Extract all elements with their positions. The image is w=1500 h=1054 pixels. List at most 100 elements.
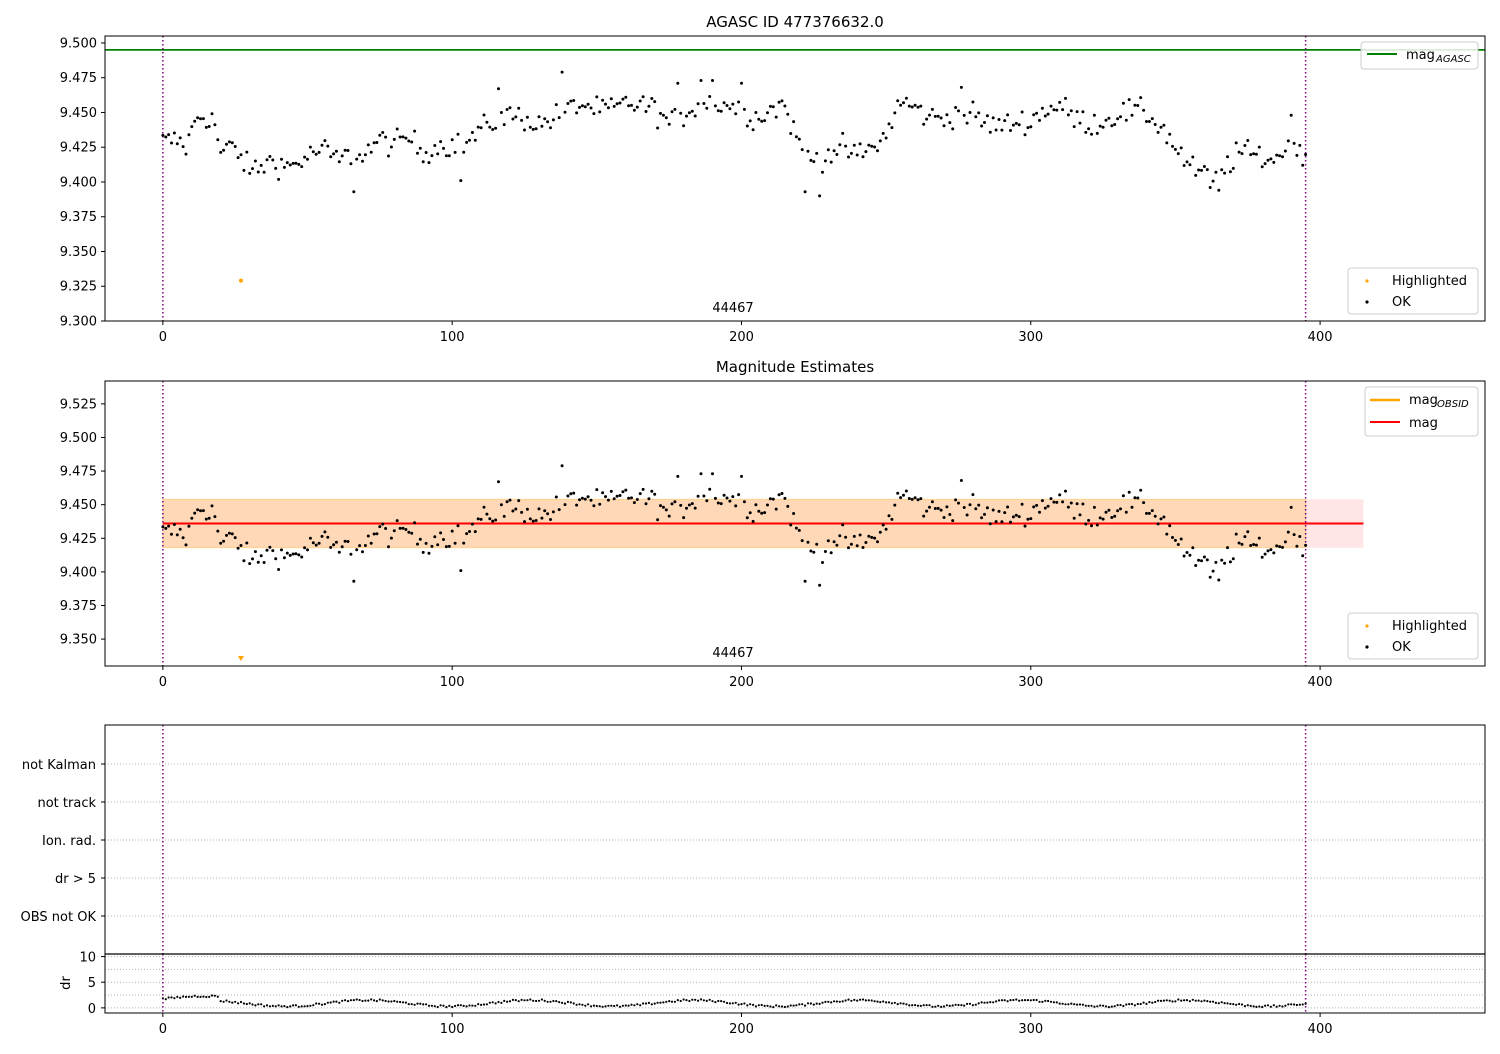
ok-point-1 xyxy=(612,497,616,501)
ok-point-0 xyxy=(332,152,336,156)
dr-point xyxy=(199,995,202,999)
dr-point xyxy=(254,1004,257,1007)
dr-point xyxy=(824,1000,827,1004)
dr-point xyxy=(971,1004,975,1007)
dr-point xyxy=(384,999,387,1003)
y-tick-label-3: 5 xyxy=(88,976,96,991)
dr-point xyxy=(809,1002,813,1005)
ok-point-1 xyxy=(447,544,451,548)
ok-point-1 xyxy=(280,548,283,552)
dr-point xyxy=(480,1003,483,1007)
ok-point-0 xyxy=(994,128,998,132)
ok-point-0 xyxy=(1032,113,1036,117)
ok-point-1 xyxy=(899,496,903,500)
ok-point-0 xyxy=(430,154,434,158)
ok-point-0 xyxy=(1182,164,1186,167)
ok-point-1 xyxy=(352,579,356,583)
dr-point xyxy=(760,1003,763,1007)
dr-point xyxy=(1165,999,1168,1002)
dr-point xyxy=(1252,1005,1255,1008)
ok-point-0 xyxy=(780,99,784,103)
ok-point-1 xyxy=(1136,496,1140,500)
ok-point-0 xyxy=(520,118,524,122)
y-tick-label-0: 9.475 xyxy=(60,71,97,86)
ok-point-1 xyxy=(1281,545,1284,549)
ok-point-0 xyxy=(939,116,943,120)
ok-point-1 xyxy=(499,503,503,507)
ok-point-0 xyxy=(297,162,301,166)
ok-point-0 xyxy=(453,150,457,154)
dr-point xyxy=(1258,1005,1261,1008)
ok-point-1 xyxy=(1295,544,1299,548)
ok-point-0 xyxy=(259,163,263,167)
dr-point xyxy=(821,1001,824,1004)
ok-point-1 xyxy=(473,530,477,534)
ok-point-0 xyxy=(1171,144,1174,148)
ok-point-1 xyxy=(968,503,972,507)
dr-point xyxy=(743,1002,746,1005)
ok-point-0 xyxy=(1269,157,1273,161)
ok-point-1 xyxy=(745,516,749,520)
dr-point xyxy=(937,1004,940,1007)
ok-point-1 xyxy=(227,531,231,535)
dr-point xyxy=(919,1004,922,1008)
ok-point-0 xyxy=(459,179,463,183)
ok-point-0 xyxy=(771,105,775,109)
dr-point xyxy=(1293,1003,1296,1006)
ok-point-1 xyxy=(1200,559,1203,563)
y-tick-label-0: 9.400 xyxy=(60,175,97,190)
ok-point-0 xyxy=(294,161,298,165)
ok-point-0 xyxy=(308,145,312,149)
ok-point-1 xyxy=(618,494,622,497)
ok-point-0 xyxy=(557,116,561,120)
ok-point-0 xyxy=(884,136,888,140)
dr-point xyxy=(578,1003,581,1006)
ok-point-0 xyxy=(624,95,628,99)
ok-point-0 xyxy=(199,117,202,121)
ok-point-1 xyxy=(632,501,636,505)
ok-point-0 xyxy=(320,143,324,147)
dr-point xyxy=(1133,1004,1136,1007)
dr-point xyxy=(346,1000,350,1003)
ok-point-1 xyxy=(502,514,506,518)
ok-point-0 xyxy=(389,145,393,149)
dr-point xyxy=(1139,1002,1142,1006)
dr-point xyxy=(957,1003,960,1007)
ok-point-0 xyxy=(638,99,642,103)
dr-point xyxy=(338,1001,341,1004)
dr-point xyxy=(1278,1004,1281,1007)
dr-point xyxy=(289,1005,292,1008)
ok-point-1 xyxy=(167,524,171,528)
x-tick-label-3: 300 xyxy=(1018,1022,1043,1037)
ok-point-1 xyxy=(1228,560,1232,564)
ok-point-1 xyxy=(410,531,414,535)
ok-point-0 xyxy=(1029,125,1033,129)
dr-point xyxy=(558,1001,561,1004)
dr-point xyxy=(506,1000,509,1003)
ok-point-1 xyxy=(259,554,263,558)
ok-point-1 xyxy=(902,493,905,497)
dr-point xyxy=(393,999,396,1003)
ok-point-1 xyxy=(983,512,986,516)
x-tick-label-0: 400 xyxy=(1308,330,1333,345)
ok-point-0 xyxy=(482,113,486,117)
ok-point-0 xyxy=(442,146,445,150)
ok-point-1 xyxy=(1032,505,1036,509)
dr-point xyxy=(1174,1000,1177,1003)
ok-point-1 xyxy=(401,526,405,530)
dr-point xyxy=(792,1004,795,1007)
ok-point-1 xyxy=(233,536,237,540)
ok-point-1 xyxy=(421,550,425,554)
ok-point-1 xyxy=(896,491,900,495)
dr-point xyxy=(963,1004,966,1007)
ok-point-0 xyxy=(913,103,917,107)
ok-point-0 xyxy=(1092,113,1096,117)
dr-point xyxy=(474,1004,477,1007)
ok-point-1 xyxy=(794,526,798,530)
dr-point xyxy=(769,1005,772,1008)
dr-point xyxy=(517,1000,520,1003)
dr-point xyxy=(202,995,205,998)
dr-point xyxy=(471,1004,474,1007)
ok-point-0 xyxy=(751,128,755,132)
y-tick-label-0: 9.500 xyxy=(60,36,97,51)
